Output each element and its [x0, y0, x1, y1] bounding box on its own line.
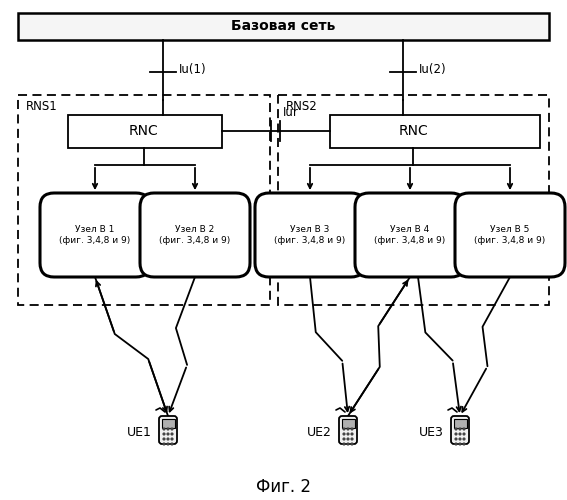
FancyBboxPatch shape — [140, 193, 250, 277]
Circle shape — [455, 428, 457, 430]
Circle shape — [171, 443, 173, 445]
Text: RNS2: RNS2 — [286, 100, 318, 112]
Circle shape — [351, 438, 353, 440]
Circle shape — [167, 433, 169, 435]
FancyBboxPatch shape — [159, 416, 177, 444]
Circle shape — [455, 433, 457, 435]
Circle shape — [463, 428, 465, 430]
FancyBboxPatch shape — [451, 416, 469, 444]
Text: UE1: UE1 — [127, 426, 152, 438]
Circle shape — [455, 438, 457, 440]
Circle shape — [171, 438, 173, 440]
Circle shape — [163, 428, 165, 430]
Circle shape — [347, 438, 349, 440]
Text: RNS1: RNS1 — [26, 100, 58, 112]
Circle shape — [343, 428, 345, 430]
Bar — [454, 419, 467, 428]
Circle shape — [351, 433, 353, 435]
Bar — [18, 13, 549, 40]
Circle shape — [163, 443, 165, 445]
Circle shape — [171, 433, 173, 435]
Text: Узел В 3
(фиг. 3,4,8 и 9): Узел В 3 (фиг. 3,4,8 и 9) — [274, 226, 346, 244]
Bar — [278, 95, 549, 305]
Circle shape — [343, 443, 345, 445]
FancyBboxPatch shape — [255, 193, 365, 277]
Text: RNC: RNC — [398, 124, 428, 138]
Bar — [18, 95, 270, 305]
Circle shape — [463, 443, 465, 445]
Circle shape — [459, 428, 461, 430]
Circle shape — [347, 428, 349, 430]
Text: Iu(2): Iu(2) — [419, 64, 447, 76]
Text: Iur: Iur — [283, 106, 299, 119]
Bar — [162, 419, 175, 428]
FancyBboxPatch shape — [355, 193, 465, 277]
Text: UE3: UE3 — [419, 426, 444, 438]
Circle shape — [463, 433, 465, 435]
Text: Базовая сеть: Базовая сеть — [231, 19, 335, 33]
Circle shape — [163, 433, 165, 435]
Text: Узел В 4
(фиг. 3,4,8 и 9): Узел В 4 (фиг. 3,4,8 и 9) — [374, 226, 446, 244]
Circle shape — [351, 443, 353, 445]
Text: Узел В 1
(фиг. 3,4,8 и 9): Узел В 1 (фиг. 3,4,8 и 9) — [60, 226, 130, 244]
Circle shape — [347, 443, 349, 445]
Circle shape — [455, 443, 457, 445]
Circle shape — [347, 433, 349, 435]
Text: RNC: RNC — [129, 124, 159, 138]
Circle shape — [459, 438, 461, 440]
Bar — [68, 115, 222, 148]
Circle shape — [343, 438, 345, 440]
Circle shape — [459, 433, 461, 435]
FancyBboxPatch shape — [455, 193, 565, 277]
Circle shape — [171, 428, 173, 430]
FancyBboxPatch shape — [339, 416, 357, 444]
Text: UE2: UE2 — [307, 426, 332, 438]
Circle shape — [163, 438, 165, 440]
Circle shape — [167, 438, 169, 440]
Circle shape — [459, 443, 461, 445]
Text: Iu(1): Iu(1) — [179, 64, 206, 76]
Circle shape — [167, 428, 169, 430]
Text: Узел В 5
(фиг. 3,4,8 и 9): Узел В 5 (фиг. 3,4,8 и 9) — [475, 226, 545, 244]
Circle shape — [343, 433, 345, 435]
Circle shape — [351, 428, 353, 430]
Circle shape — [463, 438, 465, 440]
Text: Узел В 2
(фиг. 3,4,8 и 9): Узел В 2 (фиг. 3,4,8 и 9) — [159, 226, 231, 244]
Text: Фиг. 2: Фиг. 2 — [256, 478, 311, 496]
Circle shape — [167, 443, 169, 445]
Bar — [330, 115, 540, 148]
Bar — [341, 419, 354, 428]
FancyBboxPatch shape — [40, 193, 150, 277]
